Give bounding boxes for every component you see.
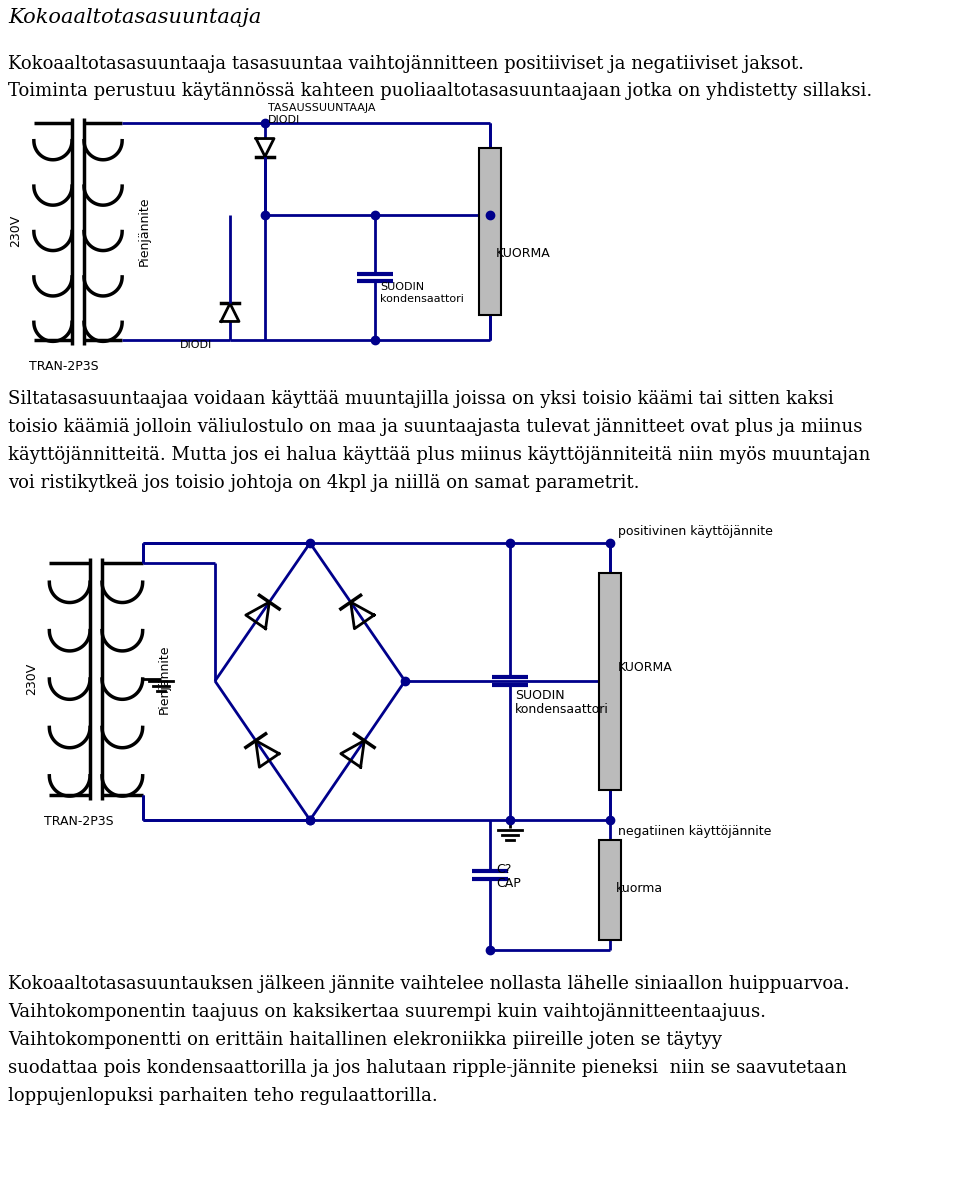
Text: Kokoaaltotasasuuntaaja: Kokoaaltotasasuuntaaja xyxy=(8,8,261,27)
Text: Toiminta perustuu käytännössä kahteen puoliaaltotasasuuntaajaan jotka on yhdiste: Toiminta perustuu käytännössä kahteen pu… xyxy=(8,82,873,100)
Text: toisio käämiä jolloin väliulostulo on maa ja suuntaajasta tulevat jännitteet ova: toisio käämiä jolloin väliulostulo on ma… xyxy=(8,418,862,435)
Text: KUORMA: KUORMA xyxy=(496,247,551,260)
Text: negatiinen käyttöjännite: negatiinen käyttöjännite xyxy=(618,826,772,837)
Text: kuorma: kuorma xyxy=(616,882,663,895)
Bar xyxy=(479,148,501,315)
Text: KUORMA: KUORMA xyxy=(618,661,673,674)
Text: Vaihtokomponentti on erittäin haitallinen elekroniikka piireille joten se täytyy: Vaihtokomponentti on erittäin haitalline… xyxy=(8,1031,722,1049)
Text: loppujenlopuksi parhaiten teho regulaattorilla.: loppujenlopuksi parhaiten teho regulaatt… xyxy=(8,1087,438,1105)
Text: DIODI: DIODI xyxy=(268,115,300,124)
Text: 230V: 230V xyxy=(10,215,22,247)
Text: Kokoaaltotasasuuntauksen jälkeen jännite vaihtelee nollasta lähelle siniaallon h: Kokoaaltotasasuuntauksen jälkeen jännite… xyxy=(8,975,850,993)
Text: TRAN-2P3S: TRAN-2P3S xyxy=(44,815,114,828)
Bar xyxy=(599,573,621,790)
Text: voi ristikytkeä jos toisio johtoja on 4kpl ja niillä on samat parametrit.: voi ristikytkeä jos toisio johtoja on 4k… xyxy=(8,474,639,492)
Text: Pienjännite: Pienjännite xyxy=(158,644,171,713)
Text: Vaihtokomponentin taajuus on kaksikertaa suurempi kuin vaihtojännitteentaajuus.: Vaihtokomponentin taajuus on kaksikertaa… xyxy=(8,1003,766,1021)
Text: suodattaa pois kondensaattorilla ja jos halutaan ripple-jännite pieneksi  niin s: suodattaa pois kondensaattorilla ja jos … xyxy=(8,1059,847,1077)
Text: SUODIN: SUODIN xyxy=(380,282,424,292)
Bar xyxy=(599,840,621,940)
Text: käyttöjännitteitä. Mutta jos ei halua käyttää plus miinus käyttöjänniteitä niin : käyttöjännitteitä. Mutta jos ei halua kä… xyxy=(8,446,871,464)
Text: Siltatasasuuntaajaa voidaan käyttää muuntajilla joissa on yksi toisio käämi tai : Siltatasasuuntaajaa voidaan käyttää muun… xyxy=(8,390,833,408)
Text: Pienjännite: Pienjännite xyxy=(137,197,151,266)
Text: kondensaattori: kondensaattori xyxy=(380,293,464,304)
Text: positivinen käyttöjännite: positivinen käyttöjännite xyxy=(618,525,773,538)
Text: DIODI: DIODI xyxy=(180,340,212,351)
Text: TASAUSSUUNTAAJA: TASAUSSUUNTAAJA xyxy=(268,103,375,112)
Text: TRAN-2P3S: TRAN-2P3S xyxy=(29,360,99,373)
Text: C?: C? xyxy=(496,863,512,876)
Text: kondensaattori: kondensaattori xyxy=(515,703,609,716)
Text: Kokoaaltotasasuuntaaja tasasuuntaa vaihtojännitteen positiiviset ja negatiiviset: Kokoaaltotasasuuntaaja tasasuuntaa vaiht… xyxy=(8,55,804,73)
Text: SUODIN: SUODIN xyxy=(515,690,564,701)
Text: 230V: 230V xyxy=(25,663,37,696)
Text: CAP: CAP xyxy=(496,877,520,890)
